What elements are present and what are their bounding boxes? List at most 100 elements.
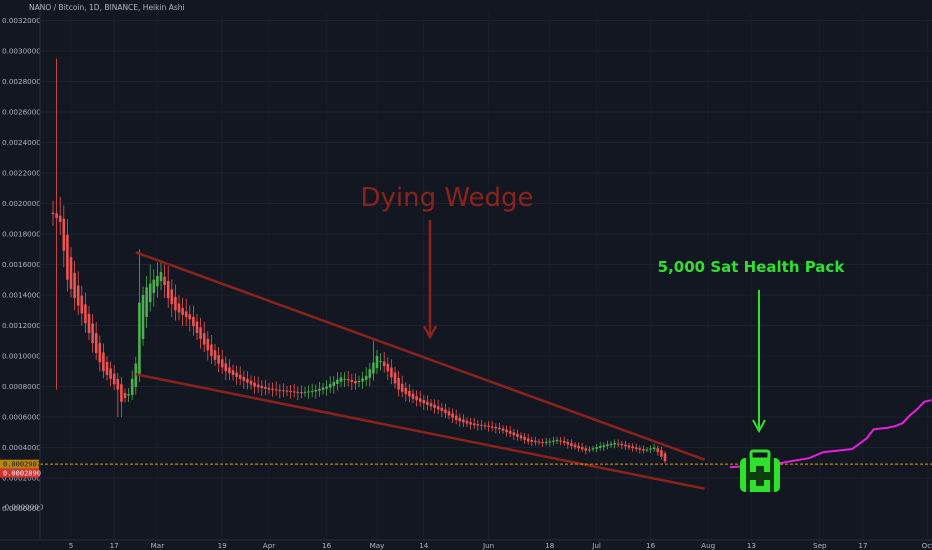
candle-body	[62, 218, 66, 251]
candle-body	[541, 442, 544, 444]
y-tick-label: 0.0004000	[2, 443, 41, 452]
candle-body	[58, 215, 62, 222]
candle-body	[379, 361, 382, 363]
candle-body	[87, 313, 91, 334]
y-tick-label: 0.0020000	[2, 199, 41, 208]
candle-body	[325, 386, 328, 389]
y-axis: 0.0032000 0.0030000 0.0028000 0.0026000 0.00…	[2, 0, 44, 540]
candle-body	[609, 443, 613, 446]
candle-body	[573, 444, 577, 448]
candle-body	[278, 389, 282, 391]
y-tick-label: 0.0022000	[2, 169, 41, 178]
candle-body	[634, 447, 638, 450]
secondary-price-tag: 0.0002890	[0, 468, 41, 478]
candle-body	[282, 390, 285, 392]
candle-body	[397, 377, 400, 390]
candle-body	[94, 333, 98, 353]
candle-body	[530, 439, 534, 442]
candle-body	[321, 387, 325, 390]
y-tick-label: 0.0026000	[2, 108, 41, 117]
candle-body	[436, 406, 440, 410]
candle-body	[660, 450, 663, 457]
candle-body	[472, 423, 476, 426]
candle-body	[199, 327, 202, 339]
candle-body	[620, 443, 624, 446]
candle-body	[148, 283, 152, 303]
candle-body	[318, 388, 321, 391]
candle-body	[210, 344, 213, 356]
candle-body	[519, 435, 523, 439]
candle-body	[411, 393, 415, 399]
candles	[51, 58, 667, 464]
candle-body	[422, 399, 426, 404]
wedge-upper-line	[135, 251, 706, 461]
candle-body	[109, 368, 112, 379]
candle-body	[444, 409, 447, 414]
y-tick-label: -0.0000000	[2, 503, 44, 512]
candle-body	[181, 308, 184, 315]
grid	[40, 14, 932, 540]
candle-body	[80, 295, 84, 314]
candle-body	[163, 276, 166, 286]
candle-body	[512, 432, 516, 436]
candle-body	[393, 372, 397, 384]
candle-body	[368, 369, 372, 378]
candle-body	[260, 385, 264, 389]
x-tick-label: 13	[747, 541, 756, 550]
annotation-health-pack: 5,000 Sat Health Pack	[658, 258, 846, 492]
candle-body	[217, 355, 220, 364]
health-pack-label: 5,000 Sat Health Pack	[658, 258, 846, 276]
candle-body	[242, 376, 246, 381]
candle-body	[498, 427, 501, 430]
candle-body	[447, 411, 451, 416]
x-tick-label: Oct	[922, 541, 932, 550]
candle-body	[127, 394, 130, 396]
y-tick-label: 0.0024000	[2, 138, 41, 147]
candle-body	[544, 442, 548, 444]
candle-body	[69, 257, 73, 289]
candle-body	[552, 440, 555, 442]
candle-body	[66, 234, 69, 280]
candle-body	[206, 338, 210, 351]
candle-body	[598, 445, 602, 448]
candle-body	[501, 428, 505, 431]
candle-body	[307, 391, 310, 393]
y-tick-label: 0.0002000	[2, 474, 41, 483]
candle-body	[426, 401, 429, 405]
candle-body	[177, 303, 181, 313]
candle-body	[213, 350, 217, 360]
candle-body	[631, 446, 634, 449]
candle-body	[652, 447, 656, 450]
x-axis: 5 17 Mar 19 Apr 16 May 14 Jun 18 Jul 16 Aug 13 Sep 17 Oc…	[0, 539, 932, 550]
candle-body	[584, 448, 588, 451]
candle-body	[105, 361, 109, 376]
candle-body	[523, 436, 526, 440]
candle-body	[253, 382, 256, 387]
candle-body	[440, 407, 444, 411]
x-tick-label: 16	[322, 541, 332, 550]
candle-body	[458, 417, 462, 422]
candle-body	[476, 424, 480, 426]
candle-body	[314, 389, 318, 392]
candle-body	[591, 448, 595, 450]
first-aid-kit-icon	[740, 449, 780, 492]
candle-body	[303, 391, 307, 393]
candle-body	[624, 444, 627, 447]
last-price-tag: 0.0002907	[0, 459, 41, 469]
candle-body	[505, 429, 508, 433]
x-tick-label: 14	[419, 541, 429, 550]
candle-body	[123, 392, 127, 398]
candle-body	[357, 380, 361, 383]
candle-body	[415, 396, 418, 401]
candle-body	[656, 448, 660, 453]
candle-body	[231, 370, 235, 376]
candle-body	[418, 398, 422, 402]
candle-body	[408, 390, 411, 397]
candle-body	[548, 441, 552, 443]
candle-body	[663, 453, 667, 462]
candle-body	[649, 448, 652, 450]
candle-body	[602, 445, 606, 447]
candle-body	[537, 441, 541, 443]
candle-body	[141, 295, 145, 339]
candle-body	[343, 378, 346, 380]
